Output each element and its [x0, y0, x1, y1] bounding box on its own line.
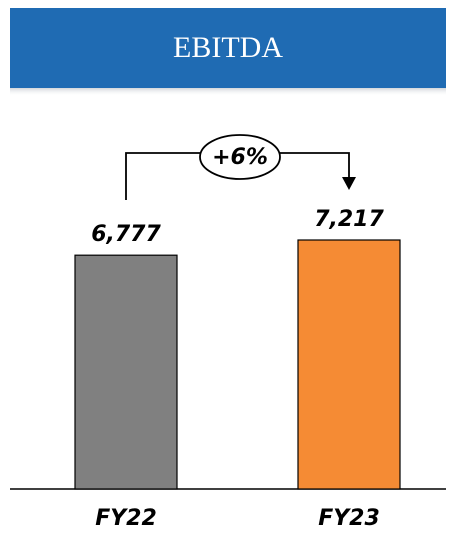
growth-annotation: +6%	[212, 145, 268, 170]
arrow-head	[342, 177, 356, 190]
chart-title: EBITDA	[173, 31, 283, 64]
x-tick-label: FY23	[318, 506, 380, 531]
value-label: 6,777	[91, 222, 161, 247]
value-label: 7,217	[314, 207, 384, 232]
banner-shadow	[10, 86, 446, 96]
bar	[74, 254, 178, 490]
annotation-bubble	[199, 134, 281, 180]
title-banner	[10, 8, 446, 88]
growth-arrow	[125, 152, 350, 200]
x-tick-label: FY22	[95, 506, 157, 531]
bar	[297, 239, 401, 490]
